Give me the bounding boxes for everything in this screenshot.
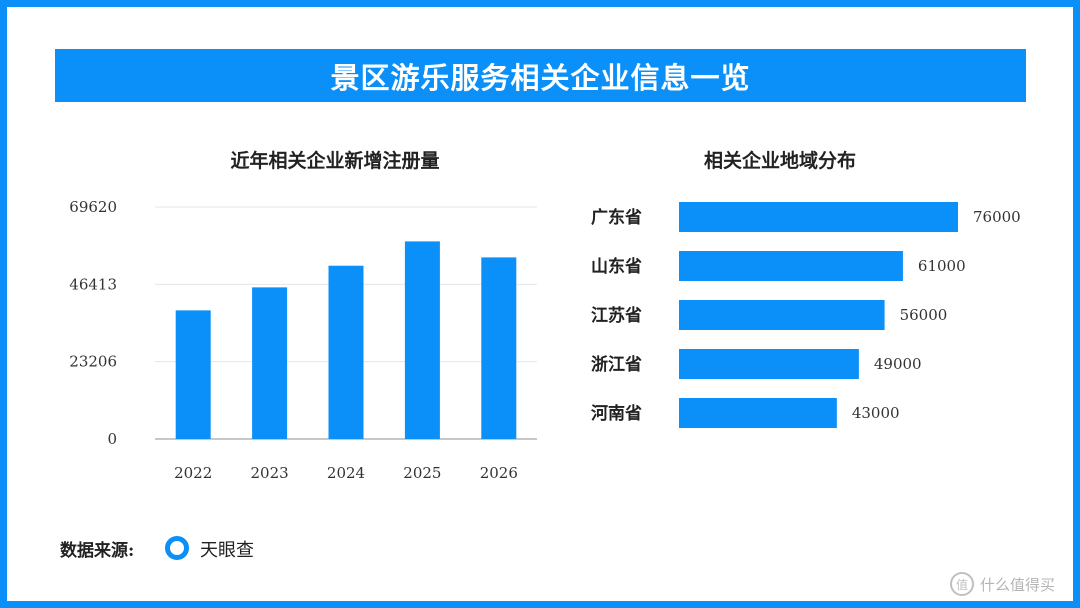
bar (679, 300, 885, 330)
page-title-banner: 景区游乐服务相关企业信息一览 (55, 49, 1026, 102)
bar (252, 287, 288, 439)
source-name: 天眼查 (200, 540, 254, 561)
regions-bar-chart: 广东省 76000 山东省 61000 江苏省 56000 浙江省 49000 河南省 43000 (591, 202, 1021, 428)
data-label: 43000 (852, 404, 900, 422)
y-tick-label: 46413 (69, 275, 117, 293)
data-label: 49000 (874, 355, 922, 373)
x-tick-label: 2023 (251, 464, 289, 482)
bar (679, 251, 903, 281)
x-tick-label: 2022 (174, 464, 212, 482)
ring-icon (165, 536, 189, 560)
y-tick-label: 0 (107, 430, 117, 448)
chart-title-regions: 相关企业地域分布 (703, 150, 856, 172)
watermark: 值 什么值得买 (950, 572, 1055, 596)
data-label: 76000 (973, 208, 1021, 226)
page-title: 景区游乐服务相关企业信息一览 (330, 60, 751, 95)
zhi-icon: 值 (950, 572, 974, 596)
category-label: 山东省 (591, 256, 642, 277)
y-tick-label: 69620 (69, 198, 117, 216)
watermark-text: 什么值得买 (980, 575, 1056, 594)
bar (328, 265, 364, 439)
bar (481, 257, 517, 439)
category-label: 江苏省 (591, 305, 642, 326)
data-label: 61000 (918, 257, 966, 275)
y-tick-label: 23206 (69, 353, 117, 371)
category-label: 广东省 (591, 207, 642, 228)
registrations-bar-chart: 0 23206 46413 69620 2022 2023 2024 2025 2026 (69, 198, 537, 482)
x-tick-label: 2026 (480, 464, 518, 482)
source-label: 数据来源: (60, 541, 135, 561)
data-label: 56000 (900, 306, 948, 324)
bar (404, 241, 440, 439)
x-tick-label: 2025 (403, 464, 441, 482)
bar (679, 202, 958, 232)
category-label: 河南省 (591, 403, 642, 424)
chart-title-registrations: 近年相关企业新增注册量 (230, 150, 440, 172)
x-tick-label: 2024 (327, 464, 365, 482)
bar (175, 310, 211, 439)
bar (679, 398, 837, 428)
category-label: 浙江省 (591, 354, 642, 375)
bar (679, 349, 859, 379)
